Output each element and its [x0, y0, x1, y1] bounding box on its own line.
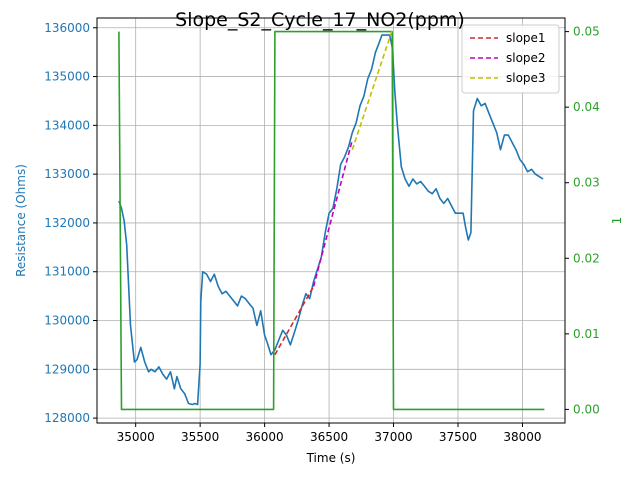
- slope1-series-line: [274, 286, 315, 356]
- left-y-tick-label: 134000: [44, 118, 90, 132]
- x-tick-label: 36000: [246, 430, 284, 444]
- x-tick-label: 35500: [181, 430, 219, 444]
- resistance-series-line: [118, 34, 544, 406]
- left-y-tick-label: 128000: [44, 411, 90, 425]
- left-y-axis-label: Resistance (Ohms): [14, 164, 28, 277]
- left-y-tick-label: 132000: [44, 216, 90, 230]
- legend: slope1 slope2 slope3: [461, 24, 560, 94]
- left-y-tick-label: 131000: [44, 265, 90, 279]
- x-tick-label: 35000: [117, 430, 155, 444]
- right-y-tick-label: 0.02: [573, 251, 600, 265]
- legend-box: [461, 24, 560, 94]
- slope2-series-line: [312, 139, 354, 287]
- right-y-tick-label: 0.03: [573, 176, 600, 190]
- x-tick-label: 37000: [374, 430, 412, 444]
- right-y-tick-label: 0.01: [573, 327, 600, 341]
- concentration-series-line: [118, 30, 545, 411]
- x-tick-label: 36500: [310, 430, 348, 444]
- legend-label-slope1: slope1: [506, 31, 546, 45]
- right-y-tick-label: 0.00: [573, 402, 600, 416]
- left-y-tick-label: 136000: [44, 21, 90, 35]
- chart-title: Slope_S2_Cycle_17_NO2(ppm): [175, 9, 465, 31]
- x-tick-label: 38000: [503, 430, 541, 444]
- left-y-tick-label: 130000: [44, 314, 90, 328]
- left-y-tick-label: 133000: [44, 167, 90, 181]
- right-y-axis-label: 1: [610, 217, 624, 225]
- legend-label-slope3: slope3: [506, 71, 546, 85]
- left-y-tick-label: 135000: [44, 70, 90, 84]
- left-y-tick-label: 129000: [44, 362, 90, 376]
- right-y-tick-label: 0.05: [573, 25, 600, 39]
- legend-label-slope2: slope2: [506, 51, 546, 65]
- grid: [97, 18, 565, 423]
- plot-frame: [96, 17, 566, 424]
- plot-series: [118, 29, 545, 411]
- x-axis-label: Time (s): [306, 451, 356, 465]
- axes: 35000 35500 36000 36500 37000 37500 38000 12800…: [44, 21, 600, 444]
- x-tick-label: 37500: [439, 430, 477, 444]
- right-y-tick-label: 0.04: [573, 100, 600, 114]
- slope3-series-line: [351, 29, 393, 150]
